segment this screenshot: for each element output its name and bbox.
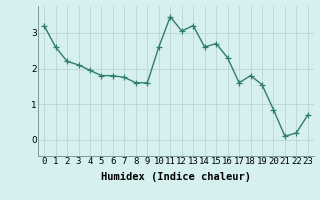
X-axis label: Humidex (Indice chaleur): Humidex (Indice chaleur) xyxy=(101,172,251,182)
